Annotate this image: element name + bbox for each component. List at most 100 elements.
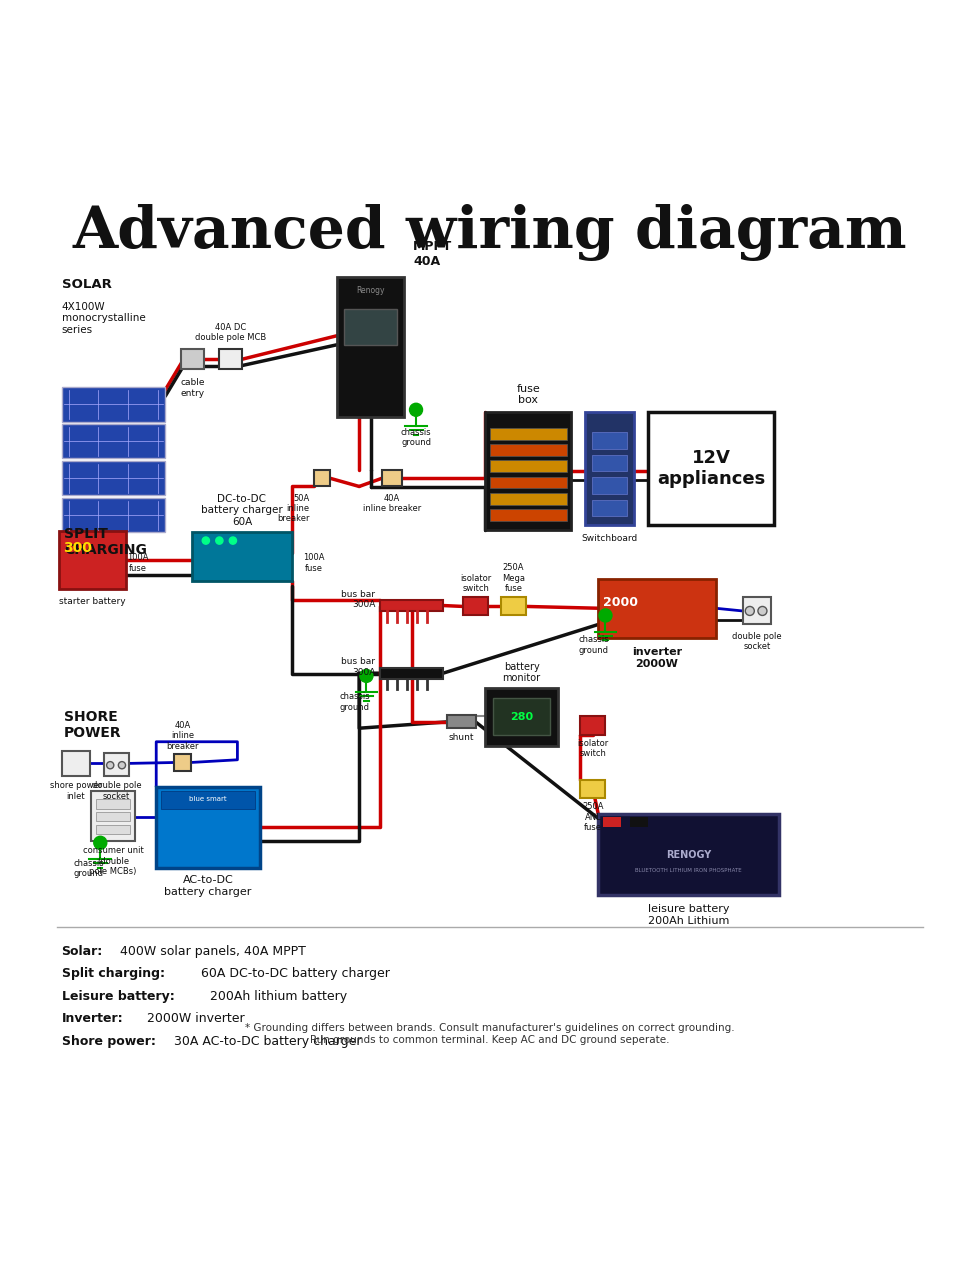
Text: fuse
box: fuse box (516, 384, 540, 405)
Text: blue smart: blue smart (189, 796, 227, 802)
FancyBboxPatch shape (315, 470, 330, 487)
FancyBboxPatch shape (104, 754, 129, 775)
Text: chassis
ground: chassis ground (578, 635, 609, 655)
Text: battery
monitor: battery monitor (503, 661, 541, 683)
Text: 40A
inline breaker: 40A inline breaker (363, 494, 420, 513)
Circle shape (119, 761, 125, 769)
FancyBboxPatch shape (174, 754, 190, 770)
FancyBboxPatch shape (580, 717, 606, 735)
FancyBboxPatch shape (96, 812, 130, 821)
FancyBboxPatch shape (592, 500, 627, 516)
Text: SOLAR: SOLAR (62, 277, 112, 290)
Text: cable
entry: cable entry (180, 379, 205, 398)
Text: 400W solar panels, 40A MPPT: 400W solar panels, 40A MPPT (116, 945, 306, 958)
FancyBboxPatch shape (580, 779, 606, 798)
Text: Advanced wiring diagram: Advanced wiring diagram (73, 204, 907, 261)
FancyBboxPatch shape (490, 428, 566, 440)
FancyBboxPatch shape (192, 532, 291, 582)
Text: inverter
2000W: inverter 2000W (632, 647, 682, 669)
Text: 30A AC-to-DC battery charger: 30A AC-to-DC battery charger (170, 1035, 362, 1048)
Text: 100A
fuse: 100A fuse (127, 554, 149, 573)
Text: AC-to-DC
battery charger: AC-to-DC battery charger (165, 875, 252, 897)
FancyBboxPatch shape (490, 509, 566, 521)
FancyBboxPatch shape (598, 579, 715, 639)
Text: RENOGY: RENOGY (665, 849, 711, 859)
FancyBboxPatch shape (91, 792, 134, 841)
Text: 40A DC
double pole MCB: 40A DC double pole MCB (195, 323, 266, 342)
FancyBboxPatch shape (96, 825, 130, 834)
Text: bus bar
300A: bus bar 300A (341, 658, 375, 677)
Text: shore power
inlet: shore power inlet (50, 782, 102, 801)
Text: chassis
ground: chassis ground (74, 859, 104, 878)
Text: 50A
inline
breaker: 50A inline breaker (277, 494, 310, 523)
FancyBboxPatch shape (592, 432, 627, 449)
Text: 250A
Mega
fuse: 250A Mega fuse (502, 563, 525, 593)
Text: BLUETOOTH LITHIUM IRON PHOSPHATE: BLUETOOTH LITHIUM IRON PHOSPHATE (635, 868, 742, 873)
FancyBboxPatch shape (493, 698, 551, 735)
FancyBboxPatch shape (181, 350, 204, 369)
Bar (630, 817, 648, 827)
Text: starter battery: starter battery (60, 597, 126, 606)
Text: 2000: 2000 (603, 597, 638, 609)
FancyBboxPatch shape (490, 443, 566, 456)
Text: bus bar
300A: bus bar 300A (341, 589, 375, 609)
Text: 300: 300 (64, 541, 92, 555)
FancyBboxPatch shape (344, 309, 397, 345)
Text: Leisure battery:: Leisure battery: (62, 990, 174, 1002)
FancyBboxPatch shape (485, 413, 571, 530)
Circle shape (410, 403, 422, 417)
FancyBboxPatch shape (648, 413, 774, 526)
Text: * Grounding differs between brands. Consult manufacturer's guidelines on correct: * Grounding differs between brands. Cons… (245, 1024, 735, 1045)
Circle shape (216, 537, 223, 545)
Bar (603, 817, 620, 827)
FancyBboxPatch shape (62, 461, 166, 495)
FancyBboxPatch shape (598, 813, 779, 895)
Text: 200Ah lithium battery: 200Ah lithium battery (206, 990, 347, 1002)
FancyBboxPatch shape (62, 751, 90, 775)
FancyBboxPatch shape (447, 715, 475, 729)
Text: SHORE
POWER: SHORE POWER (65, 711, 122, 740)
FancyBboxPatch shape (501, 598, 526, 616)
Text: MPPT
40A: MPPT 40A (414, 241, 453, 269)
Text: isolator
switch: isolator switch (460, 574, 491, 593)
FancyBboxPatch shape (62, 424, 166, 459)
Circle shape (94, 836, 107, 849)
FancyBboxPatch shape (485, 688, 558, 746)
FancyBboxPatch shape (220, 350, 242, 369)
FancyBboxPatch shape (490, 476, 566, 488)
Text: shunt: shunt (449, 732, 474, 741)
Text: double pole
socket: double pole socket (732, 632, 782, 651)
Text: Switchboard: Switchboard (581, 535, 638, 544)
FancyBboxPatch shape (592, 478, 627, 494)
Text: DC-to-DC
battery charger
60A: DC-to-DC battery charger 60A (201, 494, 283, 527)
FancyBboxPatch shape (490, 493, 566, 504)
Text: leisure battery
200Ah Lithium: leisure battery 200Ah Lithium (648, 905, 729, 926)
FancyBboxPatch shape (337, 277, 405, 417)
Text: 280: 280 (510, 712, 533, 722)
Text: chassis
ground: chassis ground (401, 428, 431, 447)
Text: Shore power:: Shore power: (62, 1035, 156, 1048)
FancyBboxPatch shape (382, 470, 402, 487)
Text: 4X100W
monocrystalline
series: 4X100W monocrystalline series (62, 302, 145, 334)
Text: 100A
fuse: 100A fuse (304, 554, 324, 573)
Text: 250A
ANL
fuse: 250A ANL fuse (582, 802, 604, 832)
Text: 60A DC-to-DC battery charger: 60A DC-to-DC battery charger (197, 967, 390, 981)
FancyBboxPatch shape (490, 460, 566, 473)
Text: Inverter:: Inverter: (62, 1012, 123, 1025)
FancyBboxPatch shape (156, 787, 260, 868)
FancyBboxPatch shape (743, 598, 771, 625)
FancyBboxPatch shape (96, 799, 130, 808)
Circle shape (746, 607, 755, 616)
Text: 12V
appliances: 12V appliances (657, 450, 765, 488)
FancyBboxPatch shape (380, 668, 443, 679)
FancyBboxPatch shape (585, 413, 634, 526)
FancyBboxPatch shape (62, 498, 166, 532)
FancyBboxPatch shape (380, 601, 443, 611)
FancyBboxPatch shape (59, 531, 126, 589)
Text: consumer unit
(double
pole MCBs): consumer unit (double pole MCBs) (82, 846, 143, 877)
FancyBboxPatch shape (62, 388, 166, 422)
Text: Solar:: Solar: (62, 945, 103, 958)
Text: Split charging:: Split charging: (62, 967, 165, 981)
Circle shape (107, 761, 114, 769)
FancyBboxPatch shape (463, 598, 488, 616)
